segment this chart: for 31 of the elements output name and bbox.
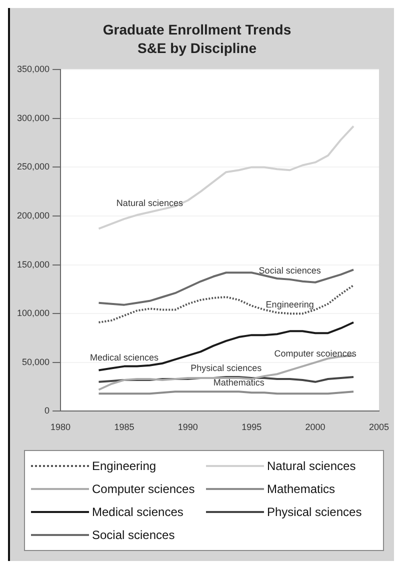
- line-series: [98, 284, 355, 324]
- x-tick-label: 1990: [178, 422, 198, 432]
- x-tick-label: 1985: [114, 422, 134, 432]
- legend-label: Social sciences: [92, 528, 175, 542]
- chart-title: Graduate Enrollment Trends: [102, 21, 292, 38]
- annotation: Natural sciences: [116, 198, 184, 208]
- y-tick-label: 250,000: [16, 162, 50, 172]
- annotation: Medical sciences: [90, 352, 159, 362]
- annotation: Computer scoiences: [274, 348, 357, 358]
- legend-label: Computer sciences: [92, 482, 195, 496]
- y-tick-label: 150,000: [16, 259, 50, 270]
- annotation: Engineering: [266, 300, 314, 310]
- annotation: Mathematics: [213, 378, 265, 388]
- x-tick-label: 2000: [305, 422, 326, 432]
- x-tick-label: 1995: [242, 422, 262, 432]
- legend-label: Mathematics: [267, 482, 336, 496]
- x-tick-label: 1980: [50, 422, 71, 432]
- x-tick-label: 2005: [368, 422, 390, 432]
- legend-label: Natural sciences: [267, 459, 356, 473]
- annotation: Physical sciences: [190, 363, 262, 374]
- legend-label: Engineering: [92, 459, 156, 473]
- legend-label: Physical sciences: [267, 505, 362, 519]
- y-tick-label: 200,000: [16, 210, 50, 220]
- y-tick-label: 300,000: [16, 112, 50, 123]
- y-tick-label: 50,000: [22, 356, 50, 367]
- legend-label: Medical sciences: [92, 505, 184, 519]
- y-tick-label: 0: [44, 406, 50, 416]
- y-tick-label: 100,000: [16, 308, 50, 318]
- y-tick-label: 350,000: [16, 64, 50, 74]
- annotation: Social sciences: [258, 265, 322, 276]
- chart-subtitle: S&E by Discipline: [137, 40, 257, 56]
